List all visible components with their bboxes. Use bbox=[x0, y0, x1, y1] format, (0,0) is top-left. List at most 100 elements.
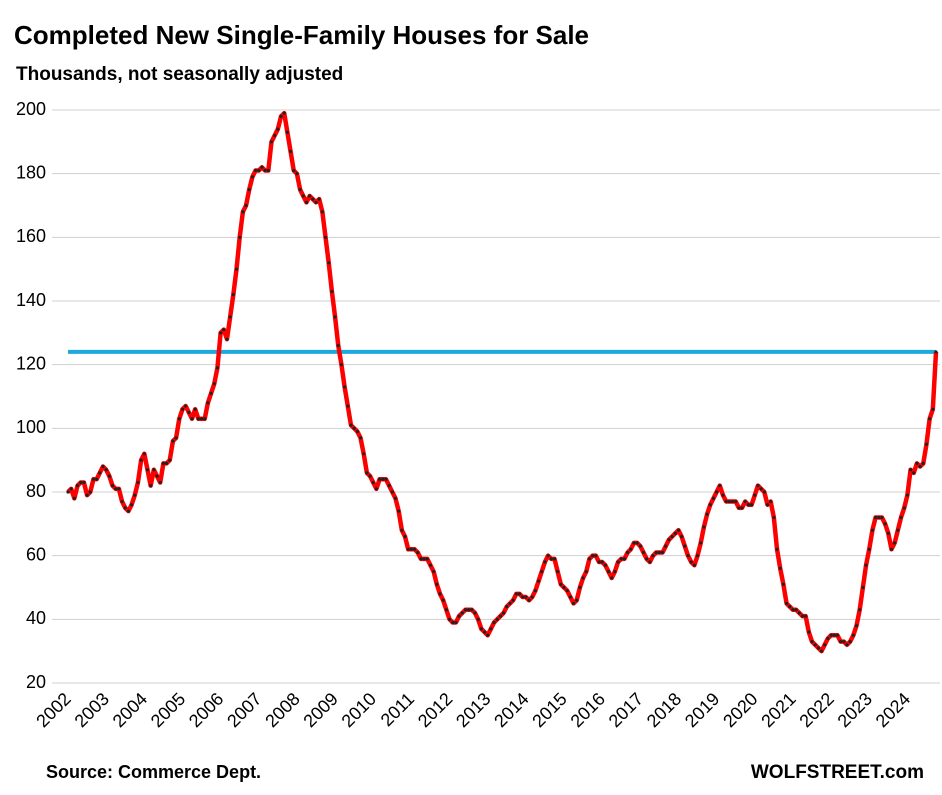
data-point bbox=[740, 506, 744, 510]
data-point bbox=[549, 557, 553, 561]
data-point bbox=[304, 200, 309, 204]
data-point bbox=[444, 608, 448, 612]
data-point bbox=[82, 480, 86, 485]
data-point bbox=[870, 528, 875, 532]
data-point bbox=[883, 522, 887, 526]
data-point bbox=[196, 417, 200, 421]
x-tick-label: 2004 bbox=[109, 689, 151, 731]
data-point bbox=[203, 417, 207, 421]
data-point bbox=[126, 509, 131, 513]
data-point bbox=[149, 484, 153, 488]
data-point bbox=[556, 569, 560, 574]
data-point bbox=[893, 541, 897, 545]
data-point bbox=[104, 468, 108, 472]
data-point bbox=[292, 168, 296, 173]
data-point bbox=[164, 461, 169, 465]
data-point bbox=[505, 605, 509, 609]
data-point bbox=[912, 471, 916, 475]
data-point bbox=[813, 643, 817, 647]
data-point bbox=[374, 487, 379, 491]
data-point bbox=[384, 477, 388, 481]
data-point bbox=[460, 611, 464, 615]
data-point bbox=[69, 487, 73, 491]
data-point bbox=[858, 608, 862, 612]
data-point bbox=[447, 617, 452, 621]
x-tick-label: 2006 bbox=[185, 689, 227, 731]
data-point bbox=[756, 484, 760, 488]
data-point bbox=[416, 550, 420, 555]
data-point bbox=[95, 477, 99, 481]
data-point bbox=[190, 417, 194, 421]
data-point bbox=[467, 608, 471, 612]
data-point bbox=[409, 547, 413, 551]
data-point bbox=[600, 560, 604, 564]
data-point bbox=[482, 630, 487, 634]
data-point bbox=[575, 598, 579, 602]
data-point bbox=[622, 557, 627, 561]
data-point bbox=[428, 563, 433, 567]
data-point bbox=[171, 439, 175, 443]
data-point bbox=[524, 595, 528, 599]
x-tick-label: 2011 bbox=[377, 689, 419, 731]
data-point bbox=[610, 576, 614, 580]
data-point bbox=[695, 554, 700, 558]
data-point bbox=[791, 608, 795, 612]
y-tick-label: 160 bbox=[16, 226, 46, 246]
data-point bbox=[276, 127, 280, 131]
data-point bbox=[928, 417, 932, 421]
data-point bbox=[603, 563, 607, 567]
data-point bbox=[778, 566, 782, 571]
data-point bbox=[352, 426, 356, 430]
data-point bbox=[432, 569, 436, 574]
data-point bbox=[606, 569, 611, 574]
data-point bbox=[699, 541, 703, 545]
data-point bbox=[591, 554, 595, 558]
x-tick-label: 2020 bbox=[719, 689, 761, 731]
data-point bbox=[355, 429, 359, 434]
data-point bbox=[864, 563, 868, 567]
data-point bbox=[839, 640, 843, 644]
data-point bbox=[702, 525, 706, 529]
data-point bbox=[339, 363, 344, 367]
data-point bbox=[209, 391, 213, 395]
y-tick-label: 120 bbox=[16, 353, 46, 373]
data-point bbox=[492, 620, 496, 625]
data-point bbox=[228, 315, 232, 319]
data-point bbox=[238, 235, 242, 239]
data-point bbox=[247, 187, 251, 192]
data-point bbox=[362, 452, 366, 456]
data-point bbox=[800, 614, 805, 618]
data-point bbox=[804, 614, 808, 618]
data-point bbox=[152, 468, 156, 472]
data-point bbox=[336, 343, 340, 348]
data-point bbox=[257, 168, 261, 173]
data-point bbox=[91, 477, 96, 481]
data-point bbox=[715, 490, 719, 494]
data-point bbox=[215, 366, 220, 370]
data-point bbox=[848, 640, 852, 644]
data-point bbox=[845, 643, 849, 647]
data-point bbox=[889, 547, 894, 551]
data-point bbox=[117, 487, 121, 491]
data-point bbox=[72, 496, 76, 500]
data-point bbox=[158, 480, 162, 485]
data-point bbox=[689, 560, 693, 564]
data-point bbox=[282, 111, 286, 115]
data-point bbox=[187, 410, 191, 415]
data-point bbox=[899, 515, 903, 520]
data-point bbox=[279, 114, 283, 118]
data-point bbox=[489, 627, 493, 631]
data-point bbox=[438, 592, 442, 596]
x-tick-label: 2012 bbox=[414, 689, 456, 731]
data-point bbox=[250, 175, 255, 179]
data-point bbox=[308, 194, 312, 198]
data-point bbox=[371, 480, 375, 485]
data-point bbox=[877, 515, 881, 520]
data-point bbox=[470, 608, 474, 612]
data-point bbox=[902, 506, 906, 510]
data-point bbox=[365, 471, 369, 475]
data-point bbox=[918, 464, 922, 469]
data-point bbox=[654, 550, 658, 555]
data-line bbox=[66, 110, 939, 654]
data-point bbox=[737, 506, 741, 510]
